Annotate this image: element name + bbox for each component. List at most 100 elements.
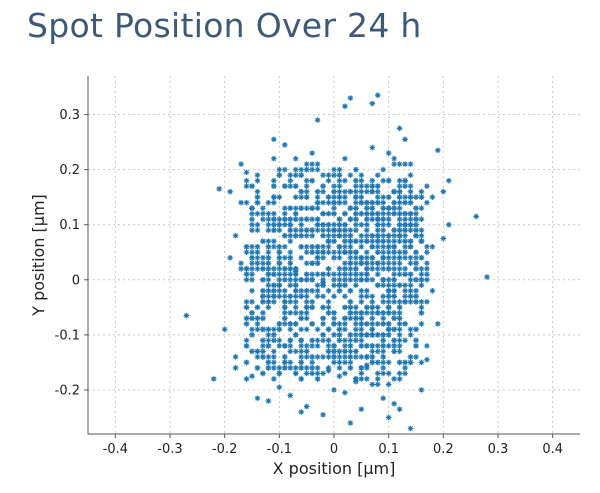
data-point: [336, 282, 343, 289]
data-point: [276, 321, 283, 327]
data-point: [243, 315, 250, 322]
data-point: [391, 315, 397, 322]
data-point: [298, 243, 304, 250]
data-point: [413, 326, 419, 333]
data-point: [303, 348, 310, 355]
data-point: [249, 299, 255, 305]
data-point: [380, 337, 386, 344]
data-point: [254, 304, 261, 311]
data-point: [396, 177, 403, 184]
data-point: [385, 370, 392, 377]
data-point: [342, 265, 348, 272]
data-point: [298, 365, 304, 371]
data-point: [298, 376, 304, 382]
data-point: [287, 337, 294, 344]
data-point: [385, 282, 392, 289]
data-point: [309, 354, 315, 360]
data-point: [353, 177, 359, 184]
data-point: [407, 238, 414, 245]
data-point: [374, 343, 381, 349]
data-point: [358, 260, 365, 267]
data-point: [254, 354, 261, 360]
data-point: [369, 293, 376, 300]
data-point: [396, 238, 403, 245]
data-point: [369, 310, 376, 316]
data-point: [364, 216, 370, 222]
data-point: [243, 299, 250, 305]
data-point: [331, 354, 337, 360]
data-point: [396, 205, 403, 211]
data-point: [424, 271, 430, 278]
data-point: [347, 227, 354, 234]
data-point: [331, 254, 337, 261]
data-point: [391, 310, 397, 316]
data-point: [347, 299, 354, 305]
data-point: [424, 356, 430, 363]
data-point: [391, 260, 397, 267]
data-point: [331, 359, 337, 366]
data-point: [391, 343, 397, 349]
data-point: [303, 232, 310, 239]
data-point: [402, 216, 408, 222]
data-point: [254, 243, 261, 250]
data-point: [287, 276, 294, 283]
data-point: [287, 249, 294, 256]
data-point: [298, 348, 304, 355]
data-point: [282, 243, 288, 250]
data-point: [407, 288, 414, 294]
data-point: [364, 332, 370, 338]
data-point: [282, 343, 288, 349]
data-point: [385, 304, 392, 311]
data-point: [331, 343, 337, 349]
data-point: [276, 254, 283, 261]
data-point: [336, 359, 343, 366]
data-point: [292, 232, 299, 239]
data-point: [292, 166, 299, 173]
data-point: [298, 188, 304, 195]
data-point: [364, 210, 370, 217]
data-point: [347, 265, 354, 272]
data-point: [298, 166, 304, 173]
data-point: [391, 348, 397, 355]
data-point: [347, 243, 354, 250]
data-point: [407, 332, 414, 338]
data-point: [342, 221, 348, 228]
data-point: [325, 227, 332, 234]
data-point: [238, 260, 244, 267]
data-point: [276, 216, 283, 222]
data-point: [336, 221, 343, 228]
data-point: [276, 282, 283, 289]
data-point: [391, 238, 397, 245]
data-point: [336, 276, 343, 283]
data-point: [282, 166, 288, 173]
data-point: [320, 271, 326, 278]
data-point: [369, 304, 376, 311]
data-point: [249, 210, 255, 217]
data-point: [396, 260, 403, 267]
data-point: [265, 243, 272, 250]
data-point: [243, 337, 250, 344]
data-point: [276, 343, 283, 349]
data-point: [391, 326, 397, 333]
data-point: [353, 227, 359, 234]
data-point: [292, 265, 299, 272]
data-point: [407, 172, 414, 178]
data-point: [342, 321, 348, 327]
data-point: [271, 282, 277, 289]
data-point: [369, 243, 376, 250]
data-point: [380, 354, 386, 360]
data-point: [271, 194, 277, 200]
data-point: [271, 332, 277, 338]
data-point: [342, 199, 348, 206]
data-point: [276, 265, 283, 272]
data-point: [380, 395, 386, 401]
data-point: [271, 359, 277, 366]
data-point: [265, 337, 272, 344]
data-point: [402, 293, 408, 300]
data-point: [358, 332, 365, 338]
plot-frame: [87, 76, 580, 435]
data-point: [210, 376, 217, 382]
data-point: [391, 161, 397, 167]
data-point: [358, 321, 365, 327]
data-point: [396, 359, 403, 366]
